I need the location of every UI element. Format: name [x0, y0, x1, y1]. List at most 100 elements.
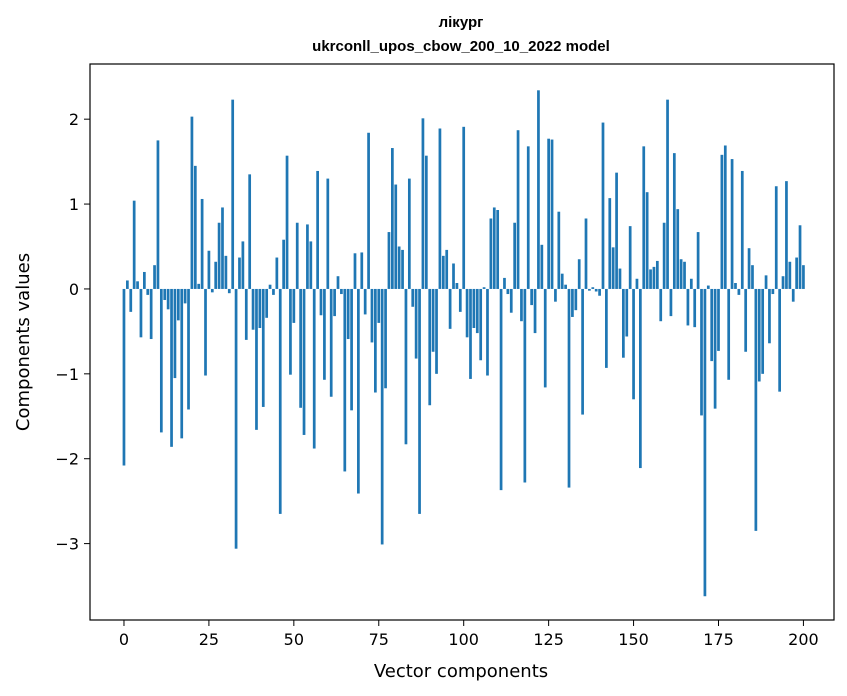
- bar-82: [401, 249, 404, 289]
- bar-158: [659, 288, 663, 322]
- y-tick-label: −3: [55, 535, 79, 554]
- bar-14: [170, 288, 173, 447]
- bar-106: [482, 287, 486, 289]
- bar-6: [143, 271, 146, 289]
- bar-20: [190, 116, 194, 289]
- bar-130: [564, 284, 567, 289]
- bar-135: [581, 288, 584, 415]
- bar-115: [513, 222, 517, 289]
- bar-185: [751, 265, 754, 289]
- bar-8: [149, 288, 153, 340]
- bar-110: [496, 210, 500, 289]
- bar-36: [244, 288, 248, 340]
- bar-86: [414, 288, 418, 359]
- y-tick-label: 1: [69, 195, 79, 214]
- bar-29: [221, 207, 224, 289]
- bar-65: [343, 288, 347, 472]
- bar-67: [350, 288, 353, 411]
- bar-104: [475, 288, 479, 334]
- y-tick-label: 0: [69, 280, 79, 299]
- bar-175: [717, 288, 720, 351]
- bar-39: [255, 288, 258, 430]
- bar-13: [166, 288, 170, 310]
- bar-144: [611, 247, 615, 289]
- bar-60: [326, 178, 330, 289]
- bar-28: [217, 222, 221, 289]
- bar-47: [282, 239, 285, 289]
- bar-17: [180, 288, 184, 439]
- bar-124: [543, 288, 547, 388]
- bar-68: [353, 253, 357, 289]
- bar-182: [740, 170, 744, 289]
- bar-55: [309, 241, 313, 289]
- bar-76: [380, 288, 384, 545]
- bar-71: [363, 288, 367, 315]
- y-tick-label: −1: [55, 365, 79, 384]
- bar-121: [533, 288, 537, 334]
- y-axis-ticks: −3 −2 −1 0 1 2: [55, 110, 90, 554]
- bar-83: [404, 288, 408, 445]
- bar-163: [676, 209, 680, 289]
- bar-4: [136, 281, 139, 289]
- bar-44: [272, 288, 275, 295]
- bar-157: [655, 260, 659, 289]
- bar-74: [374, 288, 377, 393]
- bar-63: [336, 276, 340, 289]
- bar-120: [530, 288, 533, 306]
- bar-107: [486, 288, 489, 376]
- bar-59: [323, 288, 326, 380]
- bar-172: [706, 285, 710, 289]
- bar-128: [557, 211, 561, 289]
- bar-117: [520, 288, 523, 322]
- bar-156: [652, 266, 656, 289]
- bar-64: [340, 288, 343, 295]
- bar-105: [479, 288, 483, 361]
- bar-188: [761, 288, 765, 374]
- bar-168: [693, 288, 697, 328]
- bar-198: [795, 257, 798, 289]
- bar-170: [700, 288, 703, 416]
- bar-31: [227, 288, 231, 294]
- bar-81: [397, 246, 401, 289]
- bar-23: [200, 198, 204, 289]
- bar-113: [506, 288, 510, 295]
- x-tick-label: 50: [284, 630, 304, 649]
- bar-88: [421, 118, 425, 289]
- bar-171: [703, 288, 707, 597]
- chart-title: лікург: [439, 14, 484, 31]
- bar-72: [367, 132, 370, 289]
- bar-125: [547, 138, 550, 289]
- bar-18: [183, 288, 187, 304]
- x-tick-label: 0: [119, 630, 129, 649]
- bar-178: [727, 288, 731, 380]
- bar-3: [132, 200, 136, 289]
- bar-190: [768, 288, 771, 344]
- bar-149: [628, 226, 632, 289]
- bar-162: [672, 153, 676, 289]
- bar-24: [204, 288, 207, 376]
- bar-161: [669, 288, 673, 317]
- bar-7: [146, 288, 150, 295]
- bar-164: [679, 259, 683, 289]
- x-axis-label: Vector components: [374, 661, 548, 682]
- bar-139: [594, 288, 598, 292]
- bar-34: [238, 257, 241, 289]
- bar-192: [774, 186, 778, 289]
- bar-176: [720, 154, 724, 289]
- bar-151: [635, 278, 639, 289]
- bar-53: [302, 288, 306, 435]
- bar-108: [489, 218, 493, 289]
- bar-146: [618, 268, 622, 289]
- bar-95: [445, 249, 449, 289]
- bar-42: [265, 288, 269, 318]
- bar-119: [526, 146, 530, 289]
- bar-137: [588, 288, 591, 291]
- bar-85: [411, 288, 415, 307]
- bar-25: [207, 250, 211, 289]
- x-tick-label: 175: [703, 630, 734, 649]
- bar-140: [598, 288, 601, 296]
- bar-94: [441, 255, 445, 289]
- bar-98: [455, 283, 459, 289]
- bar-191: [771, 288, 775, 295]
